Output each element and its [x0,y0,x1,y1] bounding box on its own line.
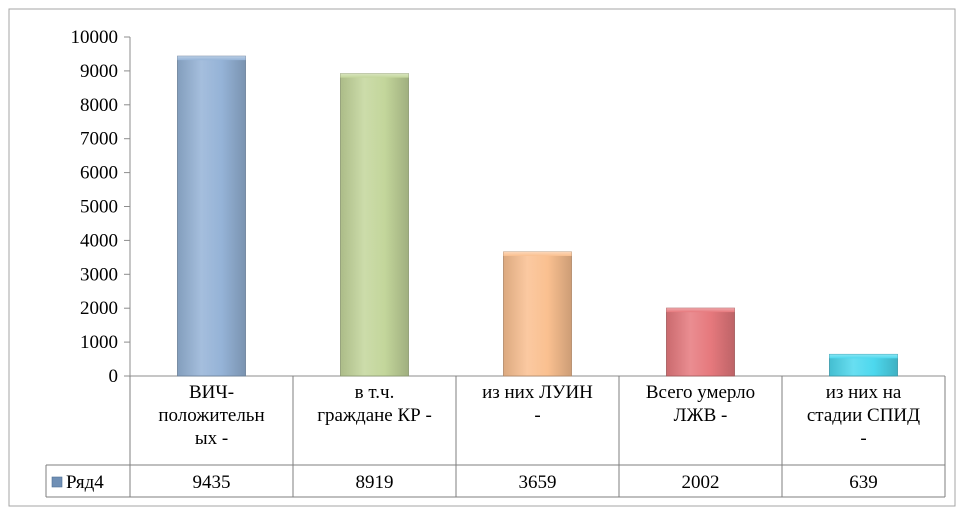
bar-1 [340,73,409,377]
legend-key [51,476,63,488]
bar-body [503,251,572,377]
y-tick-label: 7000 [80,129,118,150]
y-tick-label: 5000 [80,197,118,218]
data-table-value: 639 [849,472,878,493]
chart-frame [8,8,956,507]
bar-body [666,307,735,377]
x-category-label: из них ЛУИН - [482,382,593,426]
x-category-label: Всего умерло ЛЖВ - [646,382,755,426]
data-table-value: 3659 [519,472,557,493]
data-table-value: 8919 [356,472,394,493]
x-category-label: из них на стадии СПИД - [807,382,920,449]
x-category-label: в т.ч. граждане КР - [317,382,432,426]
bar-cap [340,73,409,78]
bar-2 [503,251,572,377]
y-tick-label: 0 [109,366,119,387]
y-tick-label: 9000 [80,61,118,82]
y-tick-label: 8000 [80,95,118,116]
y-tick-label: 6000 [80,163,118,184]
bar-body [340,73,409,377]
bar-cap [503,251,572,256]
series-name: Ряд4 [66,472,104,493]
bar-0 [177,55,246,377]
bar-4 [829,353,898,377]
bar-cap [829,354,898,359]
bar-3 [666,307,735,377]
bar-cap [666,308,735,313]
bar-cap [177,56,246,61]
y-tick-label: 10000 [71,27,119,48]
bar-body [177,55,246,377]
data-table-value: 2002 [682,472,720,493]
y-tick-label: 3000 [80,264,118,285]
y-tick-label: 2000 [80,298,118,319]
data-table-value: 9435 [193,472,231,493]
y-tick-label: 4000 [80,230,118,251]
y-tick-label: 1000 [80,332,118,353]
x-category-label: ВИЧ-положительн ых - [158,382,264,449]
